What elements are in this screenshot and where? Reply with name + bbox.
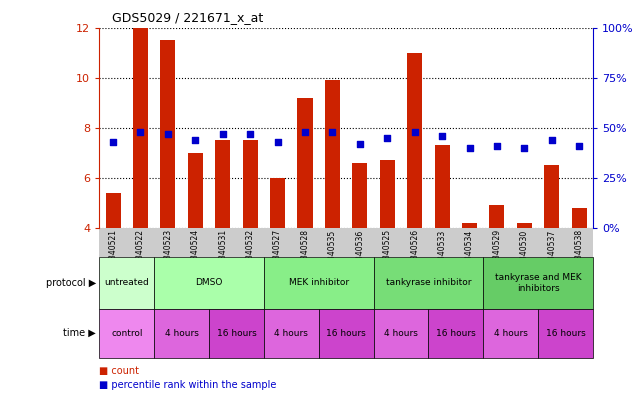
Text: tankyrase and MEK
inhibitors: tankyrase and MEK inhibitors [495,273,581,293]
Bar [379,160,395,228]
Bar [319,309,374,358]
Point [218,130,228,137]
Bar [270,178,285,228]
Bar [462,223,477,228]
Point [135,129,146,135]
Point [354,141,365,147]
Text: DMSO: DMSO [196,279,222,287]
Text: MEK inhibitor: MEK inhibitor [288,279,349,287]
Bar [133,28,148,228]
Text: ■ percentile rank within the sample: ■ percentile rank within the sample [99,380,277,390]
Bar [188,153,203,228]
Point [272,139,283,145]
Text: 16 hours: 16 hours [217,329,256,338]
Bar [517,223,532,228]
Point [190,137,201,143]
Text: protocol ▶: protocol ▶ [46,278,96,288]
Point [300,129,310,135]
Text: 4 hours: 4 hours [274,329,308,338]
Text: control: control [111,329,142,338]
Bar [264,257,374,309]
Bar [106,193,121,228]
Bar [483,309,538,358]
Bar [154,309,209,358]
Bar [428,309,483,358]
Bar [374,257,483,309]
Text: GDS5029 / 221671_x_at: GDS5029 / 221671_x_at [112,11,263,24]
Bar [538,309,593,358]
Point [519,145,529,151]
Bar [490,206,504,228]
Point [574,143,585,149]
Point [410,129,420,135]
Point [464,145,474,151]
Text: tankyrase inhibitor: tankyrase inhibitor [386,279,471,287]
Point [437,132,447,139]
Bar [374,309,428,358]
Point [382,134,392,141]
Point [108,139,118,145]
Bar [325,80,340,228]
Bar [264,309,319,358]
Point [163,130,173,137]
Point [245,130,255,137]
Bar [353,163,367,228]
Point [328,129,338,135]
Bar [572,208,587,228]
Bar [160,40,176,228]
Text: 16 hours: 16 hours [545,329,585,338]
Text: 16 hours: 16 hours [326,329,366,338]
Bar [407,53,422,228]
Text: 16 hours: 16 hours [436,329,476,338]
Point [492,143,502,149]
Bar [544,165,560,228]
Bar [435,145,449,228]
Bar [215,140,230,228]
Bar [154,257,264,309]
Bar [297,98,313,228]
Text: ■ count: ■ count [99,366,139,376]
Text: 4 hours: 4 hours [494,329,528,338]
Bar [209,309,264,358]
Text: 4 hours: 4 hours [165,329,199,338]
Text: time ▶: time ▶ [63,328,96,338]
Bar [99,309,154,358]
Bar [99,257,154,309]
Bar [243,140,258,228]
Point [547,137,557,143]
Bar [483,257,593,309]
Text: untreated: untreated [104,279,149,287]
Text: 4 hours: 4 hours [384,329,418,338]
